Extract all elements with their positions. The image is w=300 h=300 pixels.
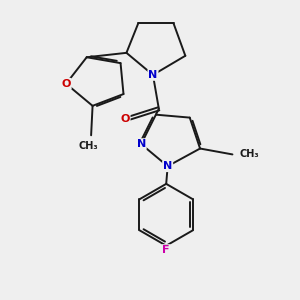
Text: N: N xyxy=(163,161,172,171)
Text: N: N xyxy=(148,70,158,80)
Text: F: F xyxy=(162,245,170,255)
Text: CH₃: CH₃ xyxy=(78,141,98,151)
Text: N: N xyxy=(136,139,146,149)
Text: CH₃: CH₃ xyxy=(240,149,260,159)
Text: O: O xyxy=(61,79,71,89)
Text: O: O xyxy=(120,114,130,124)
